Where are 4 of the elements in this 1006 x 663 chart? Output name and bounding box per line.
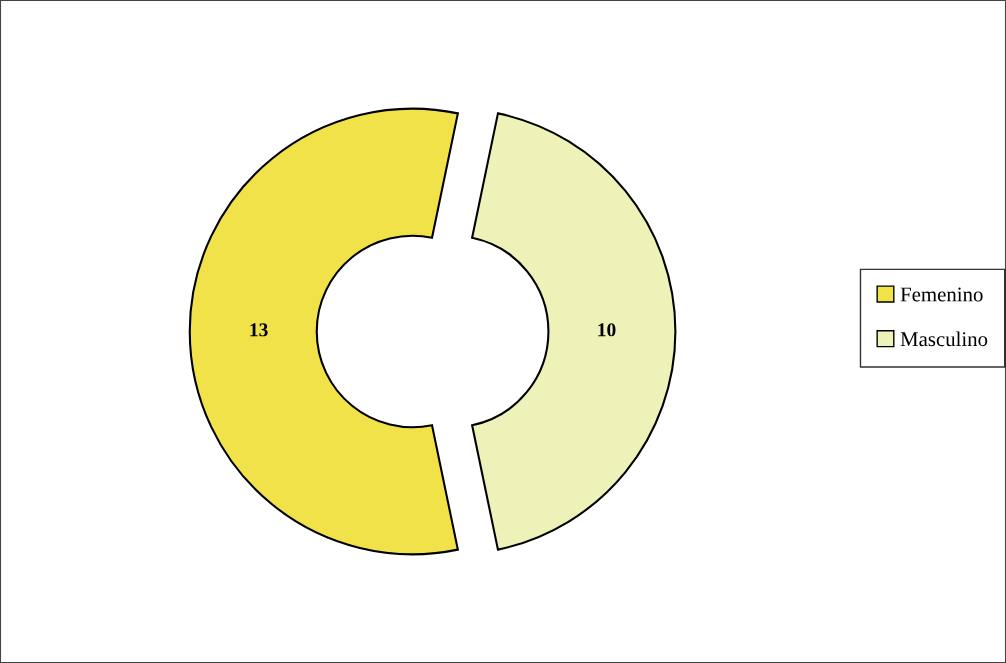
legend-label: Femenino (900, 287, 983, 302)
legend-label: Masculino (900, 331, 988, 347)
data-label: 13 (250, 323, 268, 337)
data-label: 10 (598, 323, 616, 337)
